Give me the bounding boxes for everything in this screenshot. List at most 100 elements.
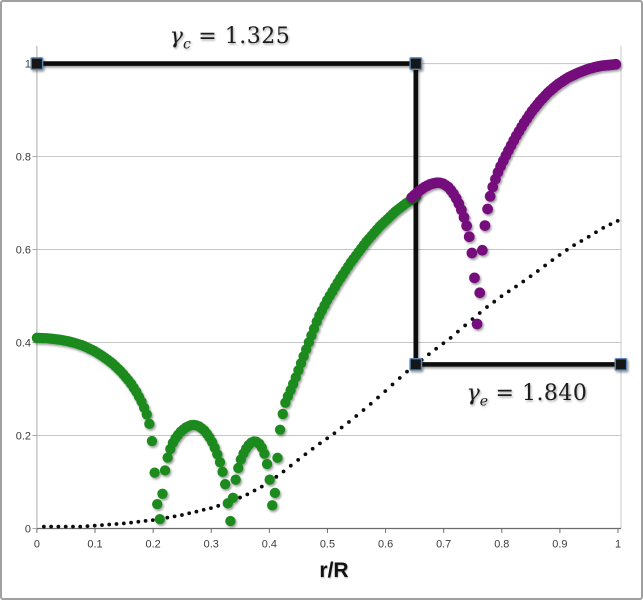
data-point <box>274 474 279 479</box>
data-point <box>71 524 75 529</box>
data-point <box>455 329 460 334</box>
data-point <box>216 503 221 508</box>
x-tick-label: 0.6 <box>378 538 393 550</box>
x-tick-label: 0 <box>34 538 40 550</box>
data-point <box>601 225 606 230</box>
data-point <box>217 466 228 478</box>
data-point <box>157 488 168 499</box>
data-point <box>514 284 518 289</box>
data-point <box>383 389 388 393</box>
data-point <box>474 287 486 299</box>
data-point <box>187 511 192 516</box>
data-point <box>469 272 480 284</box>
gamma-step-line <box>36 61 621 367</box>
corner-marker <box>409 357 423 371</box>
gamma-symbol: γ <box>169 24 183 49</box>
data-point <box>608 222 613 227</box>
gamma-e-value: = 1.840 <box>488 381 588 406</box>
data-point <box>162 452 173 463</box>
data-point <box>238 495 242 500</box>
x-tick-label: 0.5 <box>320 538 335 550</box>
data-point <box>63 524 68 529</box>
x-tick-label: 0.4 <box>262 538 277 550</box>
data-point <box>461 220 472 232</box>
y-tick-label: 0.8 <box>16 152 31 164</box>
data-point <box>354 414 359 418</box>
data-point <box>466 247 478 259</box>
data-point <box>154 513 165 525</box>
data-point <box>368 402 373 406</box>
data-point <box>194 509 199 514</box>
data-point <box>347 420 351 424</box>
data-point <box>535 269 540 273</box>
data-point <box>615 218 620 223</box>
data-point <box>136 519 141 524</box>
gamma-subscript: c <box>182 36 191 53</box>
data-point <box>100 523 104 527</box>
y-tick-label: 0 <box>25 523 31 535</box>
series-purple-outer-curve <box>406 58 622 330</box>
data-point <box>492 299 497 304</box>
data-point <box>143 519 148 523</box>
data-point <box>121 521 126 526</box>
data-point <box>441 341 446 346</box>
data-point <box>303 452 308 457</box>
data-point <box>296 458 301 462</box>
data-point <box>41 524 46 529</box>
data-point <box>274 424 286 435</box>
data-point <box>152 498 163 510</box>
data-point <box>557 253 562 257</box>
data-point <box>610 58 622 70</box>
data-point <box>479 220 491 231</box>
data-point <box>594 230 598 235</box>
corner-marker <box>409 57 423 70</box>
data-point <box>434 346 439 351</box>
data-point <box>310 446 315 451</box>
data-point <box>114 522 119 526</box>
data-point <box>339 425 344 430</box>
data-point <box>376 395 380 400</box>
data-point <box>426 352 431 357</box>
data-point <box>267 500 278 511</box>
data-point <box>484 190 496 202</box>
data-point <box>259 484 264 489</box>
data-point <box>325 436 330 441</box>
data-point <box>477 311 482 315</box>
data-point <box>230 474 241 485</box>
gamma-markers <box>30 57 628 371</box>
gamma-c-annotation: γc = 1.325 <box>170 24 290 52</box>
data-point <box>458 211 470 223</box>
x-tick-label: 0.3 <box>204 538 219 550</box>
y-tick-label: 1 <box>25 59 31 71</box>
x-axis-title: r/R <box>319 559 349 582</box>
data-point <box>56 524 61 529</box>
data-point <box>214 457 226 468</box>
data-point <box>272 452 283 464</box>
data-point <box>269 487 281 499</box>
data-point <box>521 279 526 284</box>
data-point <box>252 488 257 493</box>
data-point <box>277 408 288 420</box>
data-point <box>92 523 97 528</box>
data-point <box>332 431 337 436</box>
data-point <box>318 441 322 446</box>
data-point <box>150 518 155 523</box>
gamma-symbol: γ <box>466 381 480 406</box>
data-point <box>261 458 273 470</box>
data-point <box>579 239 584 243</box>
data-point <box>225 515 236 527</box>
data-point <box>149 467 160 478</box>
data-point <box>78 524 83 529</box>
data-point <box>482 203 493 215</box>
x-tick-label: 0.1 <box>87 538 102 550</box>
data-point <box>572 243 576 248</box>
x-tick-label: 0.9 <box>552 538 567 550</box>
x-tick-label: 0.7 <box>436 538 451 550</box>
data-point <box>586 234 591 239</box>
data-point <box>506 289 511 294</box>
data-point <box>85 524 90 529</box>
data-point <box>209 506 213 510</box>
data-point <box>146 435 158 447</box>
